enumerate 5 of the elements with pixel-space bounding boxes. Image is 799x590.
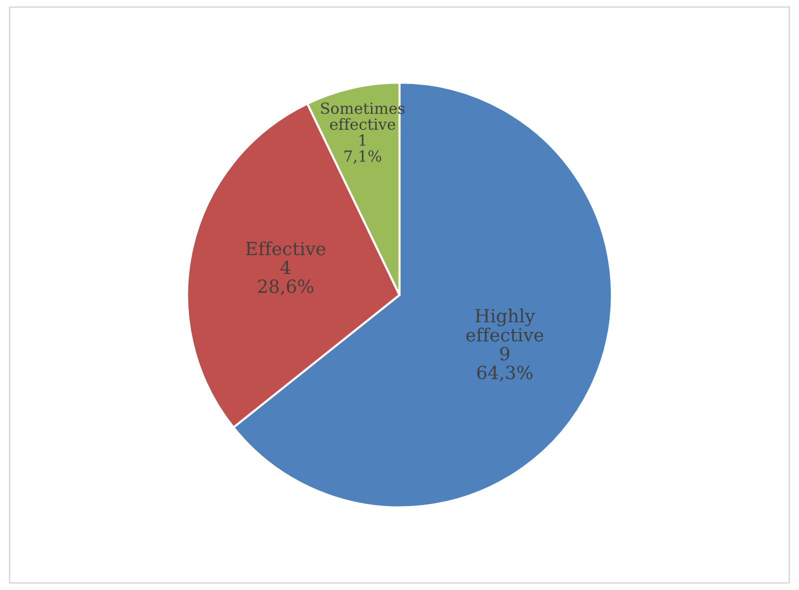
data-label: 9 64,3% — [477, 346, 532, 382]
data-label: 1 7,1% — [344, 134, 382, 164]
slice-label: Effective — [246, 241, 326, 256]
data-label: 4 28,6% — [258, 260, 314, 296]
slice-label: Highly effective — [466, 308, 544, 342]
